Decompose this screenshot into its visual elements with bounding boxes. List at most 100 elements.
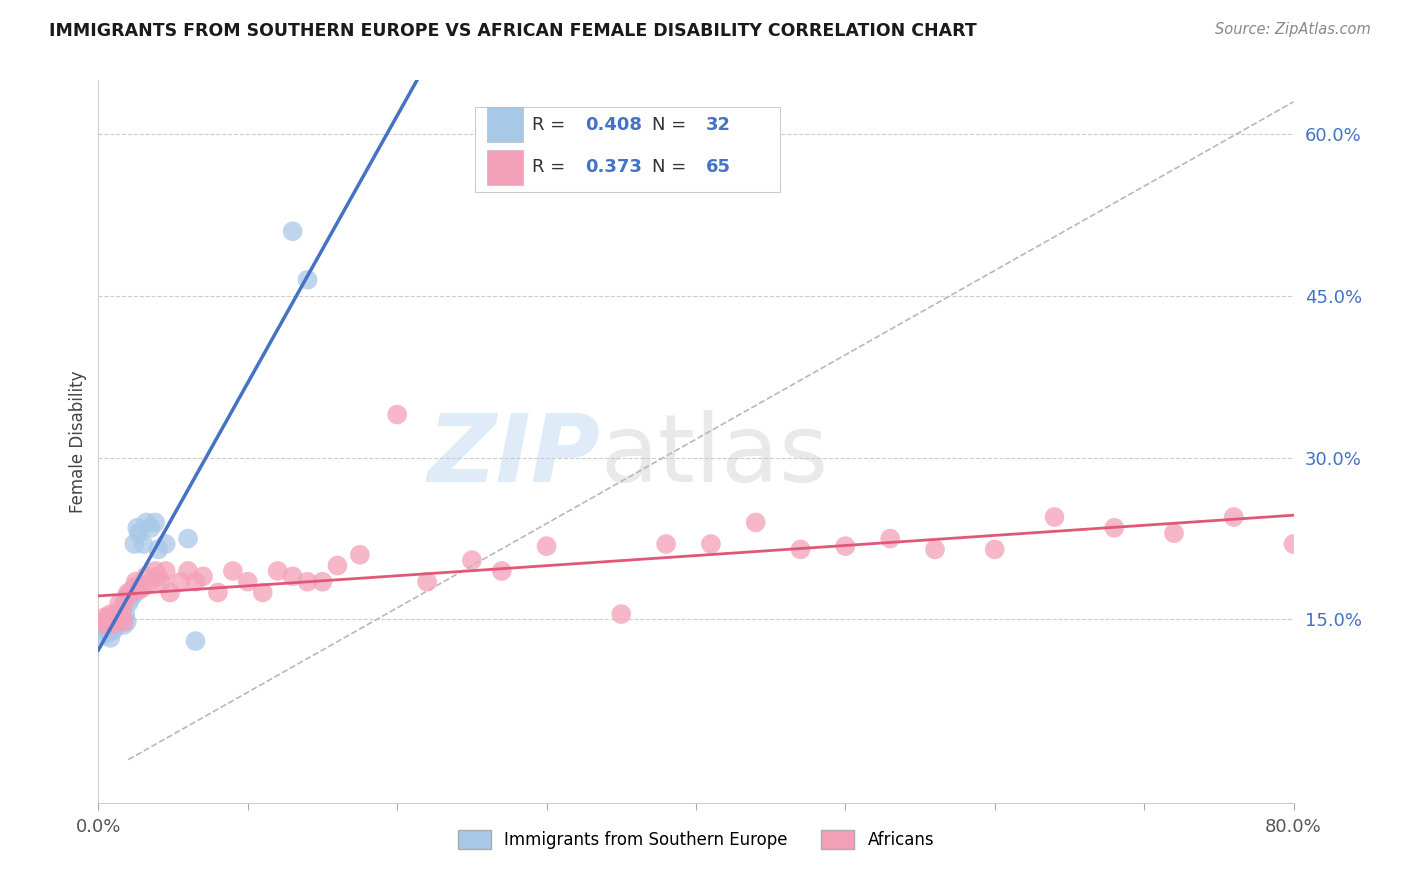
FancyBboxPatch shape: [475, 107, 780, 193]
Point: [101, 618, 124, 632]
Point: [143, 516, 166, 530]
Text: Source: ZipAtlas.com: Source: ZipAtlas.com: [1215, 22, 1371, 37]
Point: [132, 537, 155, 551]
Point: [107, 607, 129, 621]
Point: [104, 620, 127, 634]
Point: [924, 542, 946, 557]
Point: [110, 612, 132, 626]
Point: [91, 615, 114, 629]
Point: [236, 574, 259, 589]
Point: [1223, 510, 1246, 524]
Point: [94, 624, 117, 638]
Point: [103, 615, 125, 629]
Point: [105, 612, 128, 626]
Point: [789, 542, 811, 557]
Point: [97, 625, 120, 640]
Point: [1343, 532, 1365, 546]
Text: 32: 32: [706, 116, 731, 134]
Text: N =: N =: [652, 116, 692, 134]
Point: [148, 569, 170, 583]
Text: 65: 65: [706, 158, 731, 177]
Point: [105, 612, 128, 626]
Point: [745, 516, 768, 530]
Point: [129, 582, 152, 597]
Point: [655, 537, 678, 551]
Point: [536, 539, 558, 553]
Point: [127, 521, 149, 535]
Point: [1104, 521, 1126, 535]
Point: [120, 591, 142, 605]
Point: [114, 607, 136, 621]
Point: [94, 618, 117, 632]
Point: [91, 629, 114, 643]
Point: [1163, 526, 1185, 541]
Point: [124, 580, 146, 594]
Point: [349, 548, 371, 562]
Point: [155, 537, 177, 551]
Point: [155, 564, 177, 578]
Text: R =: R =: [533, 158, 571, 177]
Text: ZIP: ZIP: [427, 410, 600, 502]
Point: [177, 564, 200, 578]
Point: [700, 537, 723, 551]
Text: 0.408: 0.408: [585, 116, 641, 134]
Point: [159, 585, 181, 599]
Point: [111, 601, 134, 615]
Text: atlas: atlas: [600, 410, 828, 502]
Point: [115, 615, 138, 629]
Point: [491, 564, 513, 578]
Point: [1043, 510, 1066, 524]
Point: [416, 574, 439, 589]
Point: [117, 596, 139, 610]
Point: [326, 558, 349, 573]
Point: [385, 408, 409, 422]
Point: [281, 569, 304, 583]
Point: [1282, 537, 1305, 551]
Point: [461, 553, 484, 567]
Point: [132, 580, 155, 594]
Point: [120, 585, 142, 599]
Point: [169, 574, 191, 589]
Y-axis label: Female Disability: Female Disability: [69, 370, 87, 513]
Point: [124, 537, 146, 551]
Point: [112, 618, 135, 632]
FancyBboxPatch shape: [486, 150, 523, 185]
FancyBboxPatch shape: [486, 107, 523, 142]
Point: [610, 607, 633, 621]
Text: N =: N =: [652, 158, 692, 177]
Point: [104, 607, 127, 621]
Point: [111, 601, 134, 615]
Point: [879, 532, 901, 546]
Point: [150, 574, 173, 589]
Text: IMMIGRANTS FROM SOUTHERN EUROPE VS AFRICAN FEMALE DISABILITY CORRELATION CHART: IMMIGRANTS FROM SOUTHERN EUROPE VS AFRIC…: [49, 22, 977, 40]
Point: [252, 585, 274, 599]
Point: [135, 569, 157, 583]
Point: [110, 609, 132, 624]
Point: [96, 618, 118, 632]
Point: [267, 564, 290, 578]
Point: [127, 580, 149, 594]
Legend: Immigrants from Southern Europe, Africans: Immigrants from Southern Europe, African…: [451, 823, 941, 856]
Point: [108, 615, 131, 629]
Point: [97, 615, 120, 629]
Point: [98, 631, 122, 645]
Point: [135, 516, 157, 530]
Point: [207, 585, 229, 599]
Point: [114, 593, 136, 607]
Point: [184, 634, 207, 648]
Point: [103, 624, 125, 638]
Point: [148, 542, 170, 557]
Point: [93, 610, 115, 624]
Point: [112, 615, 135, 629]
Text: R =: R =: [533, 116, 571, 134]
Point: [297, 574, 319, 589]
Point: [222, 564, 245, 578]
Point: [139, 521, 162, 535]
Point: [297, 273, 319, 287]
Point: [115, 589, 138, 603]
Point: [311, 574, 333, 589]
Point: [834, 539, 856, 553]
Point: [143, 564, 166, 578]
Point: [125, 574, 148, 589]
Point: [96, 612, 118, 626]
